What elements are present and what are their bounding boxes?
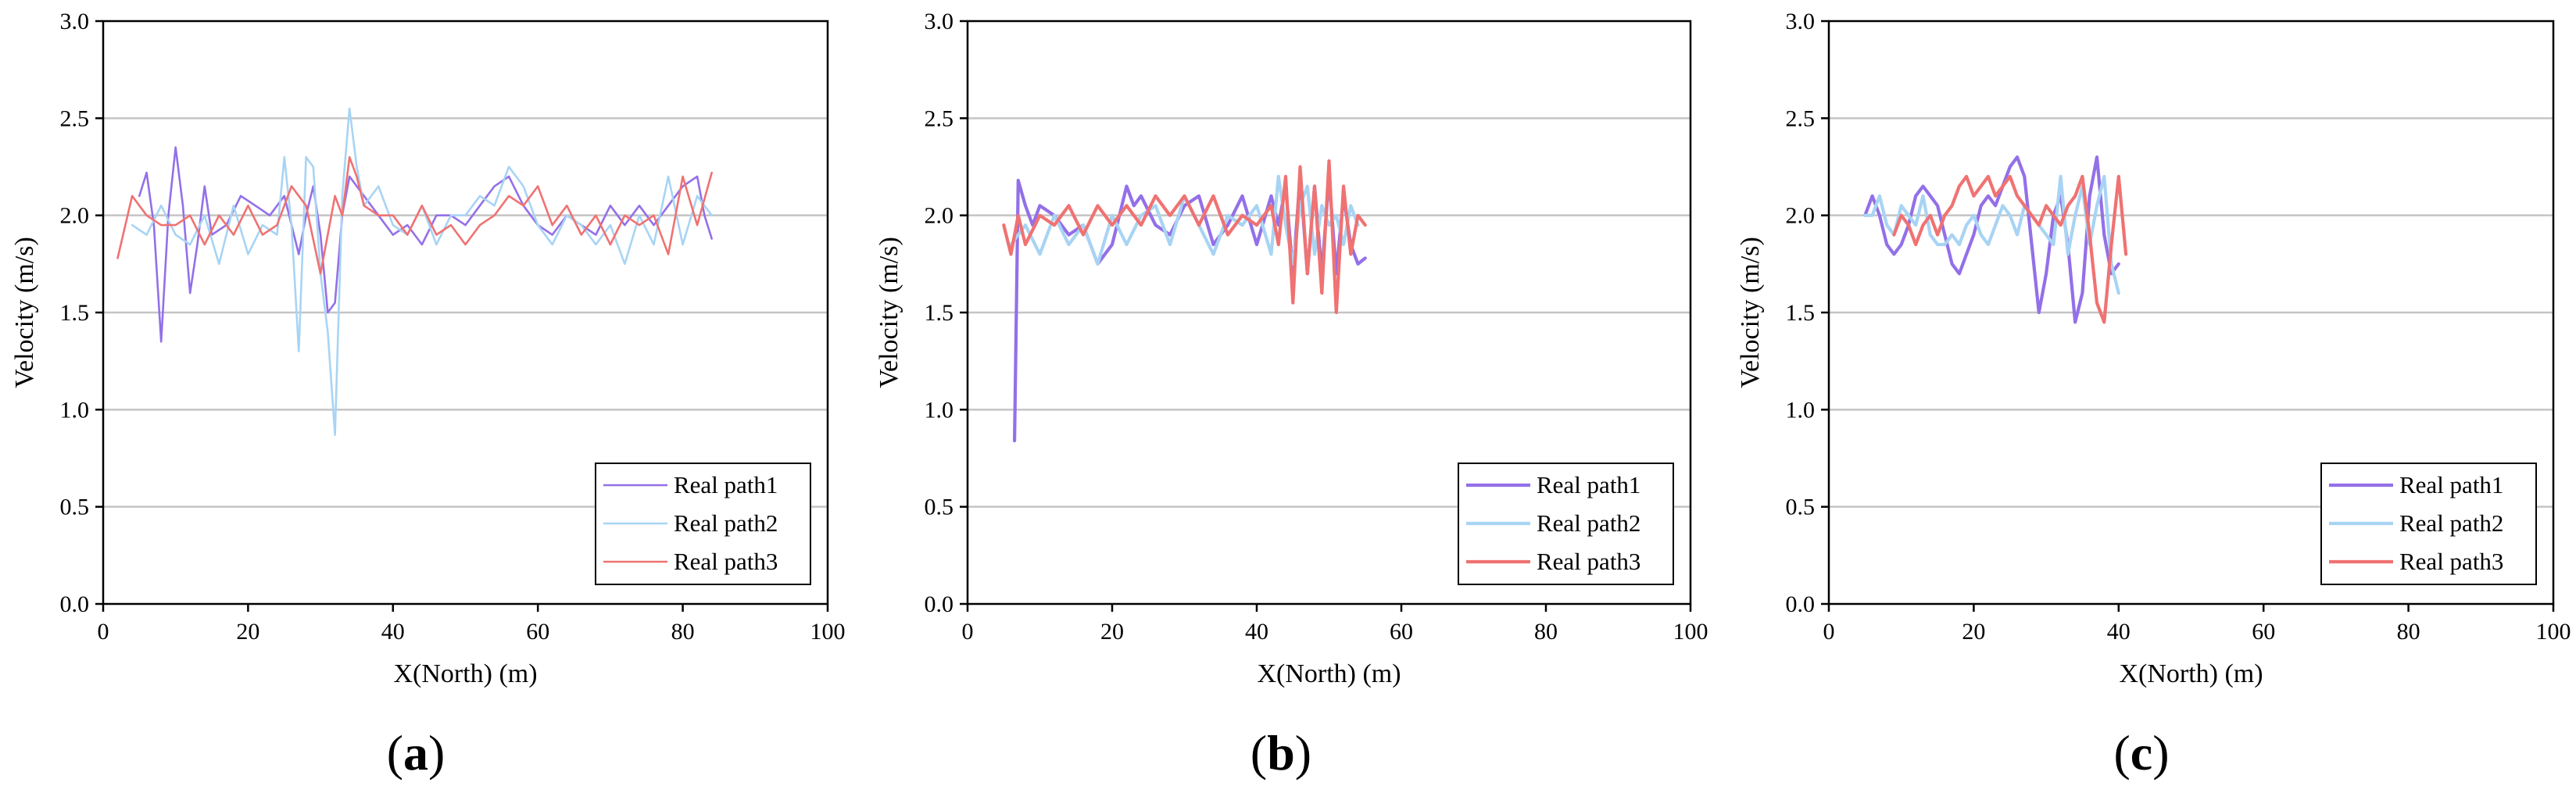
x-tick-label: 100	[2536, 619, 2571, 645]
x-tick-label: 60	[526, 619, 549, 645]
x-tick-label: 20	[1100, 619, 1124, 645]
y-tick-label: 0.5	[60, 495, 90, 520]
y-tick-label: 1.5	[925, 300, 954, 326]
legend-label-2: Real path2	[2399, 509, 2503, 537]
y-tick-label: 3.0	[1786, 9, 1816, 34]
legend-label-1: Real path1	[2399, 471, 2503, 498]
series-line-3	[1002, 159, 1367, 315]
panel-label: (b)	[1250, 725, 1311, 780]
x-axis-title: X(North) (m)	[393, 659, 537, 688]
y-tick-label: 1.5	[60, 300, 90, 326]
series-line-2	[131, 107, 713, 436]
y-tick-label: 0.5	[925, 495, 954, 520]
legend-label-3: Real path3	[1537, 548, 1640, 575]
x-tick-label: 0	[98, 619, 109, 645]
x-tick-label: 60	[1390, 619, 1413, 645]
y-axis-title: Velocity (m/s)	[10, 237, 39, 388]
panel-label-open: (	[1250, 725, 1267, 780]
x-tick-label: 40	[1245, 619, 1268, 645]
panel-label-close: )	[1295, 725, 1311, 780]
panel-label-open: (	[387, 725, 403, 780]
x-tick-label: 40	[381, 619, 405, 645]
legend-label-3: Real path3	[2399, 548, 2503, 575]
series-line-2	[1863, 174, 2120, 295]
legend-label-1: Real path1	[1537, 471, 1640, 498]
x-tick-label: 100	[1673, 619, 1708, 645]
y-tick-label: 3.0	[60, 9, 90, 34]
x-tick-label: 20	[1962, 619, 1985, 645]
x-tick-label: 0	[962, 619, 974, 645]
y-tick-label: 2.5	[925, 105, 954, 131]
y-tick-label: 2.0	[60, 203, 90, 229]
panel-label: (c)	[2113, 725, 2169, 780]
y-axis-title: Velocity (m/s)	[1736, 237, 1765, 388]
panel-label-close: )	[428, 725, 445, 780]
panel-label: (a)	[387, 725, 445, 780]
y-tick-label: 1.5	[1786, 300, 1816, 326]
legend: Real path1 Real path2 Real path3	[595, 463, 811, 585]
x-tick-label: 100	[810, 619, 846, 645]
x-tick-label: 20	[236, 619, 259, 645]
y-tick-label: 1.0	[60, 397, 90, 423]
series-line-2	[1009, 174, 1360, 266]
chart-panel-a: 0.0 0.5 1.0 1.5 2.0 2.5 3.0 0 20 40 60 80 100 X(North…	[10, 9, 846, 780]
y-tick-label: 0.0	[925, 591, 954, 617]
y-tick-label: 0.0	[60, 591, 90, 617]
chart-panel-c: 0.0 0.5 1.0 1.5 2.0 2.5 3.0 0 20 40 60 80 100 X(North…	[1736, 9, 2571, 780]
x-axis-title: X(North) (m)	[1257, 659, 1401, 688]
x-tick-label: 0	[1823, 619, 1835, 645]
legend-label-2: Real path2	[1537, 509, 1640, 537]
y-tick-label: 1.0	[925, 397, 954, 423]
x-tick-label: 80	[2397, 619, 2420, 645]
y-tick-label: 1.0	[1786, 397, 1816, 423]
series-line-3	[1892, 174, 2128, 324]
chart-panel-b: 0.0 0.5 1.0 1.5 2.0 2.5 3.0 0 20 40 60 80 100 X(North…	[875, 9, 1708, 780]
y-tick-label: 2.5	[60, 105, 90, 131]
legend-label-1: Real path1	[674, 471, 778, 498]
series-line-1	[138, 146, 713, 343]
y-axis-title: Velocity (m/s)	[875, 237, 903, 388]
panel-label-close: )	[2152, 725, 2169, 780]
x-tick-label: 40	[2107, 619, 2131, 645]
x-tick-label: 60	[2252, 619, 2275, 645]
y-tick-label: 0.0	[1786, 591, 1816, 617]
x-tick-label: 80	[1534, 619, 1558, 645]
y-tick-label: 2.0	[925, 203, 954, 229]
series-line-3	[116, 155, 713, 275]
panel-label-open: (	[2113, 725, 2130, 780]
y-tick-label: 3.0	[925, 9, 954, 34]
x-tick-label: 80	[671, 619, 695, 645]
panel-label-letter: a	[403, 725, 428, 780]
x-axis-title: X(North) (m)	[2119, 659, 2263, 688]
legend: Real path1 Real path2 Real path3	[2320, 463, 2537, 585]
y-tick-label: 2.0	[1786, 203, 1816, 229]
y-tick-label: 0.5	[1786, 495, 1816, 520]
panel-label-letter: b	[1267, 725, 1295, 780]
legend-label-3: Real path3	[674, 548, 778, 575]
y-tick-label: 2.5	[1786, 105, 1816, 131]
legend-label-2: Real path2	[674, 509, 778, 537]
legend: Real path1 Real path2 Real path3	[1458, 463, 1674, 585]
panel-label-letter: c	[2131, 725, 2152, 780]
series-line-1	[1863, 155, 2120, 324]
